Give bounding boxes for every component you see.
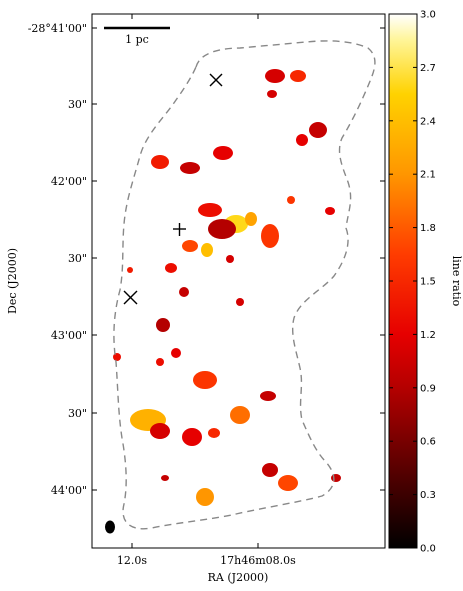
colorbar: 0.0 0.3 0.6 0.9 1.2 1.5 1.8 2.1 2.4 2.7 3.0 line r…	[388, 10, 463, 555]
colorbar-label: line ratio	[450, 256, 463, 307]
emission-clump	[150, 423, 170, 439]
x-tick-label: 17h46m08.0s	[220, 554, 296, 567]
plus-marker	[173, 223, 186, 236]
emission-clump	[260, 391, 276, 401]
emission-clump	[180, 162, 200, 174]
emission-clump	[156, 318, 170, 332]
emission-clump	[193, 371, 217, 389]
y-tick-label: 42'00"	[51, 175, 87, 188]
colorbar-tick-label: 0.6	[420, 437, 436, 448]
x-tick-labels: 12.0s 17h46m08.0s	[117, 554, 296, 567]
colorbar-tick-label: 2.4	[420, 116, 436, 127]
emission-clump	[245, 212, 257, 226]
emission-clump	[278, 475, 298, 491]
y-tick-label: 43'00"	[51, 329, 87, 342]
x-tick-label: 12.0s	[117, 554, 147, 567]
emission-clump	[165, 263, 177, 273]
emission-clump	[325, 207, 335, 215]
emission-clump	[226, 255, 234, 263]
colorbar-tick-label: 0.9	[420, 383, 436, 394]
y-axis-label: Dec (J2000)	[6, 248, 19, 314]
emission-clump	[213, 146, 233, 160]
emission-clump	[179, 287, 189, 297]
emission-clump	[265, 69, 285, 83]
emission-clump	[208, 428, 220, 438]
colorbar-tick-label: 3.0	[420, 10, 436, 21]
emission-clump	[290, 70, 306, 82]
marker-layer	[123, 73, 223, 305]
y-tick-labels: -28°41'00" 30" 42'00" 30" 43'00" 30" 44'…	[28, 22, 87, 497]
plot-frame	[91, 13, 386, 549]
plot-area: 1 pc	[91, 13, 386, 549]
plot-background	[92, 14, 385, 548]
emission-clump	[171, 348, 181, 358]
x-axis-label: RA (J2000)	[208, 571, 269, 584]
emission-clump	[296, 134, 308, 146]
emission-clump	[198, 203, 222, 217]
clump-layer	[113, 69, 341, 506]
y-tick-label: 44'00"	[51, 484, 87, 497]
emission-clump	[331, 474, 341, 482]
emission-clump	[196, 488, 214, 506]
colorbar-tick-label: 1.8	[420, 223, 436, 234]
scale-bar: 1 pc	[104, 26, 170, 46]
colorbar-ticks: 0.0 0.3 0.6 0.9 1.2 1.5 1.8 2.1 2.4 2.7 3.0	[389, 10, 436, 555]
colorbar-tick-label: 1.2	[420, 330, 436, 341]
x-cross-marker	[209, 73, 223, 87]
emission-clump	[309, 122, 327, 138]
colorbar-gradient	[388, 13, 418, 549]
emission-clump	[208, 219, 236, 239]
colorbar-tick-label: 2.7	[420, 63, 436, 74]
emission-clump	[113, 353, 121, 361]
emission-clump	[236, 298, 244, 306]
beam-ellipse	[105, 520, 115, 534]
emission-clump	[151, 155, 169, 169]
axis-ticks	[92, 14, 385, 548]
emission-clump	[182, 240, 198, 252]
emission-clump	[161, 475, 169, 481]
colorbar-tick-label: 0.3	[420, 490, 436, 501]
colorbar-tick-label: 2.1	[420, 170, 436, 181]
emission-clump	[267, 90, 277, 98]
emission-clump	[287, 196, 295, 204]
emission-clump	[182, 428, 202, 446]
emission-clump	[230, 406, 250, 424]
emission-clump	[156, 358, 164, 366]
boundary-contour	[113, 40, 376, 530]
scale-bar-label: 1 pc	[125, 33, 149, 46]
emission-clump	[201, 243, 213, 257]
y-tick-label: 30"	[68, 407, 87, 420]
y-tick-label: 30"	[68, 252, 87, 265]
y-tick-label: -28°41'00"	[28, 22, 87, 35]
x-cross-marker	[123, 290, 138, 305]
emission-clump	[127, 267, 133, 273]
emission-clump	[261, 224, 279, 248]
y-tick-label: 30"	[68, 98, 87, 111]
colorbar-tick-label: 1.5	[420, 277, 436, 288]
emission-clump	[262, 463, 278, 477]
colorbar-tick-label: 0.0	[420, 544, 436, 555]
